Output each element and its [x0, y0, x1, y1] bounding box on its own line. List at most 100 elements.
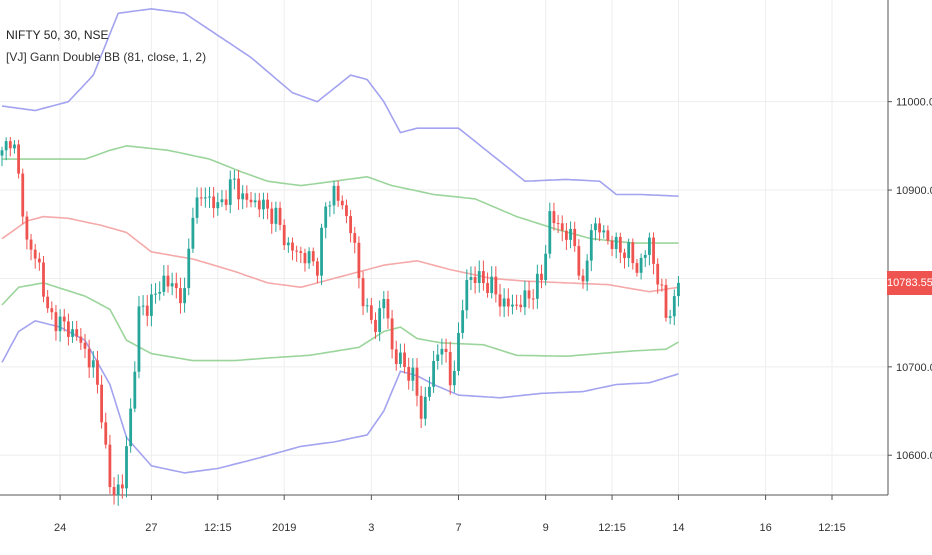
x-tick-label: 3: [368, 522, 374, 534]
candle-body: [104, 422, 108, 445]
candle-body: [203, 197, 207, 199]
candle-body: [477, 271, 481, 283]
x-tick-label: 27: [145, 522, 157, 534]
candle-body: [79, 336, 83, 343]
candle-body: [170, 283, 174, 287]
candle-body: [631, 242, 635, 264]
candle-body: [71, 329, 74, 337]
candle-body: [340, 200, 344, 206]
candle-body: [589, 230, 593, 261]
candle-body: [581, 275, 585, 282]
candle-body: [556, 223, 560, 225]
x-tick-label: 7: [455, 522, 461, 534]
candle-body: [253, 200, 257, 203]
y-tick-label: 11000.00: [896, 97, 932, 109]
candle-body: [573, 228, 577, 247]
candles: [0, 137, 680, 506]
y-tick-label: 10600.00: [896, 450, 932, 462]
candle-body: [320, 227, 323, 276]
candle-body: [241, 193, 245, 200]
candle-body: [428, 386, 431, 397]
candle-body: [336, 185, 340, 201]
indicator-label[interactable]: [VJ] Gann Double BB (81, close, 1, 2): [6, 50, 207, 64]
candle-body: [112, 487, 116, 496]
candle-body: [137, 306, 141, 372]
candle-body: [303, 252, 307, 264]
x-tick-label: 16: [759, 522, 771, 534]
candle-body: [565, 230, 568, 240]
candle-body: [179, 288, 182, 304]
candle-body: [162, 275, 166, 292]
candle-body: [208, 196, 211, 198]
candle-body: [75, 329, 79, 337]
candle-body: [627, 242, 631, 259]
candle-body: [390, 318, 394, 350]
candle-body: [660, 284, 664, 286]
candle-body: [183, 288, 186, 304]
candle-body: [432, 360, 435, 387]
candle-body: [187, 248, 191, 289]
candle-body: [100, 384, 103, 423]
candle-body: [606, 230, 610, 241]
candle-body: [523, 290, 527, 308]
candle-body: [610, 240, 614, 250]
candle-body: [316, 261, 319, 276]
candle-body: [511, 304, 514, 307]
candle-body: [618, 236, 622, 253]
candle-body: [233, 178, 236, 180]
candle-body: [353, 233, 357, 243]
candle-body: [440, 348, 444, 355]
candle-body: [46, 296, 50, 309]
candle-body: [535, 273, 539, 299]
candle-body: [108, 444, 112, 488]
candle-body: [58, 316, 62, 332]
candle-body: [469, 277, 473, 280]
candle-body: [652, 237, 655, 264]
candle-body: [8, 141, 12, 149]
candle-body: [502, 298, 506, 307]
candle-body: [643, 254, 647, 258]
candle-body: [282, 224, 286, 246]
candle-body: [668, 316, 672, 318]
candle-body: [378, 308, 382, 333]
candle-body: [544, 253, 548, 281]
candle-body: [195, 197, 199, 218]
x-tick-label: 24: [54, 522, 66, 534]
candle-body: [50, 308, 54, 313]
candle-body: [423, 396, 427, 419]
candle-body: [54, 312, 58, 332]
candle-body: [37, 258, 41, 263]
candle-body: [220, 199, 224, 203]
candle-body: [357, 242, 361, 279]
candle-body: [365, 305, 369, 307]
y-tick-label: 10700.00: [896, 362, 932, 374]
candle-body: [83, 342, 87, 349]
candle-body: [257, 200, 261, 210]
candle-body: [21, 173, 25, 217]
candle-body: [585, 260, 589, 282]
candle-body: [228, 179, 232, 205]
candle-body: [120, 484, 124, 489]
candle-body: [656, 263, 660, 285]
candle-body: [369, 305, 373, 320]
symbol-label[interactable]: NIFTY 50, 30, NSE: [6, 28, 109, 42]
candle-body: [4, 141, 8, 151]
candle-body: [519, 304, 523, 308]
candle-body: [33, 249, 37, 259]
candle-body: [577, 246, 581, 276]
candle-body: [174, 283, 178, 289]
candle-body: [224, 199, 228, 205]
candle-body: [677, 282, 680, 297]
candle-body: [67, 321, 70, 337]
candle-body: [96, 360, 99, 385]
candle-body: [569, 228, 572, 240]
candle-body: [415, 367, 419, 396]
candle-body: [145, 305, 149, 316]
candle-body: [374, 319, 377, 333]
candle-body: [286, 242, 290, 246]
candle-body: [548, 211, 552, 254]
candle-body: [465, 279, 469, 311]
candle-body: [494, 276, 498, 295]
